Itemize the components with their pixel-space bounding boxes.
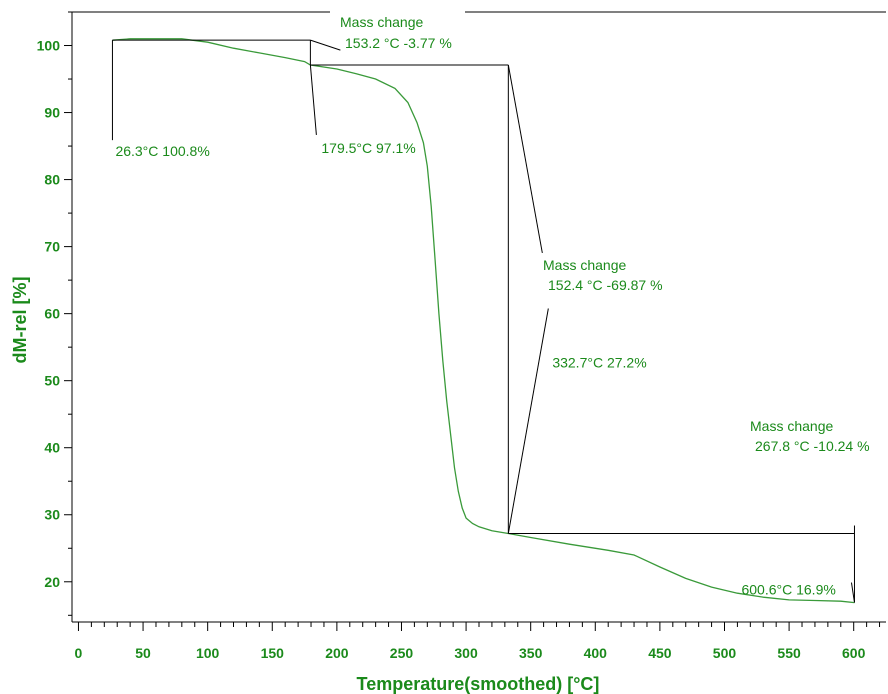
point-label-2: 179.5°C 97.1%: [321, 140, 415, 156]
mass-change-value-3: 267.8 °C -10.24 %: [755, 438, 870, 454]
x-tick-label: 600: [842, 645, 866, 661]
y-tick-label: 50: [44, 373, 60, 389]
y-tick-label: 90: [44, 105, 60, 121]
point-label-4: 600.6°C 16.9%: [741, 582, 835, 598]
y-tick-label: 30: [44, 507, 60, 523]
x-tick-label: 200: [325, 645, 349, 661]
mass-change-value-2: 152.4 °C -69.87 %: [548, 277, 663, 293]
y-tick-label: 60: [44, 306, 60, 322]
x-tick-label: 0: [75, 645, 83, 661]
step3-point-leader: [850, 582, 855, 603]
y-tick-label: 80: [44, 172, 60, 188]
x-tick-label: 550: [777, 645, 801, 661]
step1-point-leader: [309, 64, 317, 135]
x-tick-label: 250: [390, 645, 414, 661]
mass-change-value-1: 153.2 °C -3.77 %: [345, 35, 452, 51]
mass-change-title-3: Mass change: [750, 418, 833, 434]
step2-point-leader: [507, 308, 549, 534]
x-tick-label: 350: [519, 645, 543, 661]
point-label-3: 332.7°C 27.2%: [552, 355, 646, 371]
x-tick-label: 450: [648, 645, 672, 661]
x-axis-title: Temperature(smoothed) [°C]: [357, 674, 600, 694]
point-label-1: 26.3°C 100.8%: [115, 143, 209, 159]
y-tick-label: 100: [37, 38, 61, 54]
step1-leader: [310, 39, 341, 51]
x-tick-label: 150: [261, 645, 285, 661]
step2-leader: [507, 64, 543, 254]
x-tick-label: 50: [135, 645, 151, 661]
y-tick-label: 40: [44, 440, 60, 456]
x-tick-label: 100: [196, 645, 220, 661]
x-tick-label: 500: [713, 645, 737, 661]
mass-change-title-2: Mass change: [543, 257, 626, 273]
y-axis-title: dM-rel [%]: [10, 277, 30, 364]
x-tick-label: 300: [454, 645, 478, 661]
mass-curve: [112, 38, 855, 604]
y-tick-label: 20: [44, 574, 60, 590]
x-tick-label: 400: [584, 645, 608, 661]
mass-change-title-1: Mass change: [340, 14, 423, 30]
y-tick-label: 70: [44, 239, 60, 255]
